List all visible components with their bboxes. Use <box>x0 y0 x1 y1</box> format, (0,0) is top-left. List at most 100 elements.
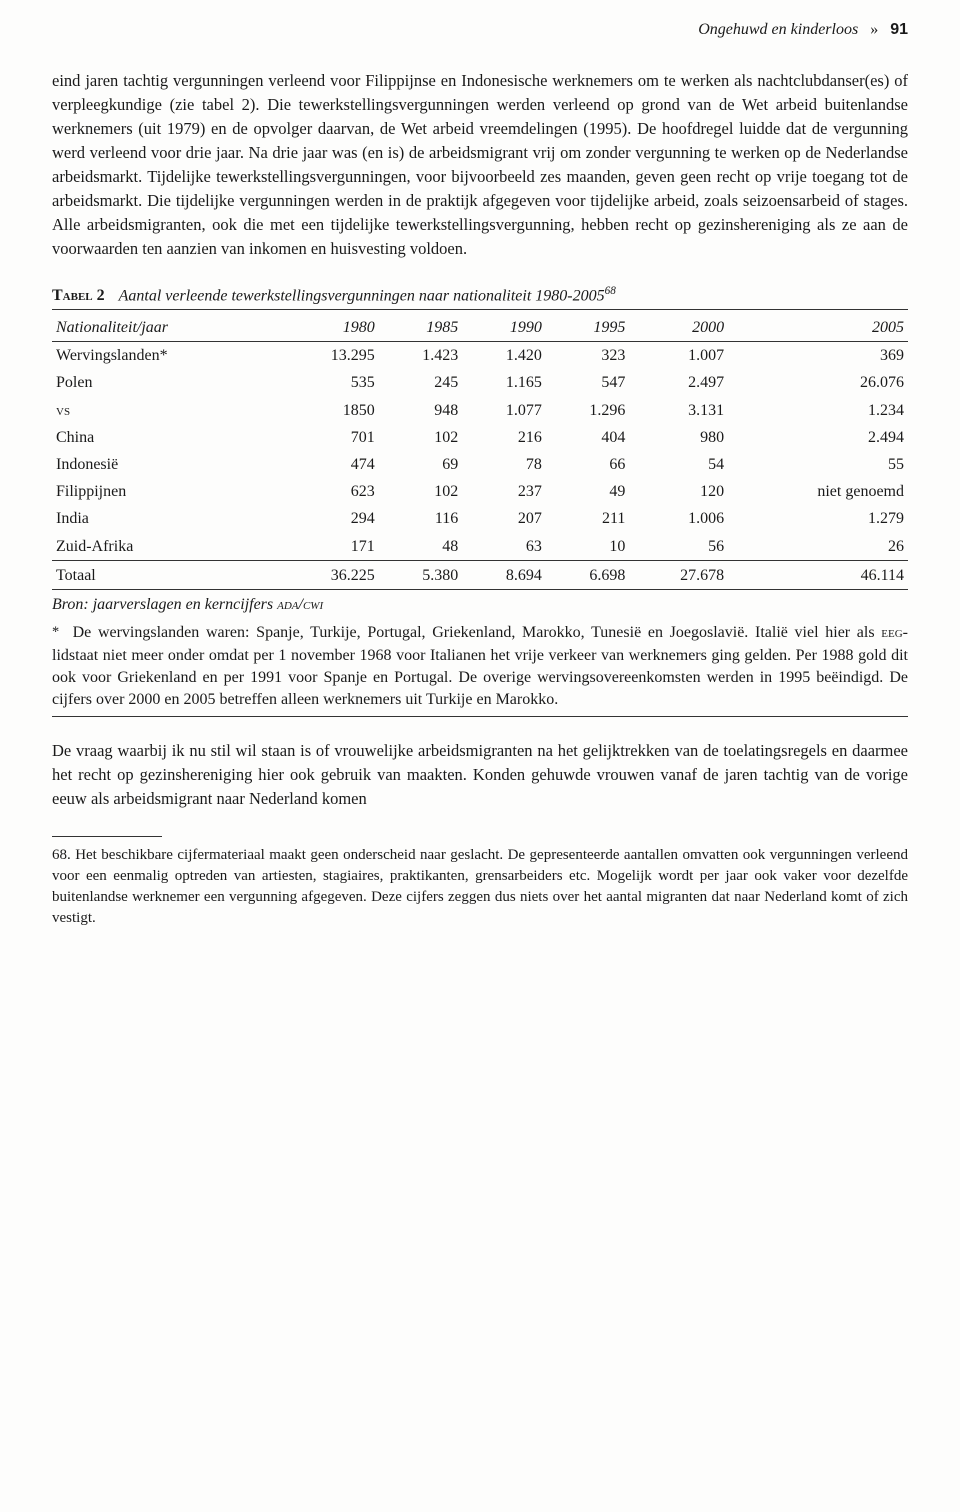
cell: 13.295 <box>280 342 379 370</box>
table-row: vs18509481.0771.2963.1311.234 <box>52 397 908 424</box>
table-header-row: Nationaliteit/jaar 1980 1985 1990 1995 2… <box>52 314 908 342</box>
cell: 207 <box>462 505 546 532</box>
footnote-number: 68. <box>52 847 71 863</box>
cell: 78 <box>462 451 546 478</box>
cell: 547 <box>546 369 630 396</box>
cell: 102 <box>379 424 463 451</box>
row-label: Filippijnen <box>52 478 280 505</box>
page-footnote: 68. Het beschikbare cijfermateriaal maak… <box>52 845 908 929</box>
cell: 237 <box>462 478 546 505</box>
source-smallcaps: ada/cwi <box>277 596 323 613</box>
table-row: Polen5352451.1655472.49726.076 <box>52 369 908 396</box>
cell: 701 <box>280 424 379 451</box>
source-text: : jaarverslagen en kerncijfers <box>83 596 277 613</box>
cell: 216 <box>462 424 546 451</box>
cell: 8.694 <box>462 560 546 589</box>
cell: 474 <box>280 451 379 478</box>
table-label: Tabel 2 <box>52 287 105 304</box>
cell: 245 <box>379 369 463 396</box>
table-row: India2941162072111.0061.279 <box>52 505 908 532</box>
table-footnote: * De wervingslanden waren: Spanje, Turki… <box>52 622 908 717</box>
running-head: Ongehuwd en kinderloos » 91 <box>52 18 908 41</box>
cell: 55 <box>728 451 908 478</box>
cell: niet genoemd <box>728 478 908 505</box>
cell: 49 <box>546 478 630 505</box>
col-header-year: 1995 <box>546 314 630 342</box>
note-smallcaps: eeg <box>881 624 902 641</box>
cell: 1.420 <box>462 342 546 370</box>
cell: 1.279 <box>728 505 908 532</box>
col-header-year: 1980 <box>280 314 379 342</box>
row-label: Totaal <box>52 560 280 589</box>
cell: 26 <box>728 533 908 561</box>
paragraph-text: eind jaren tachtig vergunningen verleend… <box>52 69 908 260</box>
table-head: Nationaliteit/jaar 1980 1985 1990 1995 2… <box>52 314 908 342</box>
cell: 294 <box>280 505 379 532</box>
cell: 1.007 <box>629 342 728 370</box>
table-body: Wervingslanden*13.2951.4231.4203231.0073… <box>52 342 908 589</box>
row-label: Polen <box>52 369 280 396</box>
cell: 1.006 <box>629 505 728 532</box>
note-marker: * <box>52 624 59 640</box>
cell: 69 <box>379 451 463 478</box>
data-table: Nationaliteit/jaar 1980 1985 1990 1995 2… <box>52 314 908 589</box>
cell: 1.165 <box>462 369 546 396</box>
row-label: Zuid-Afrika <box>52 533 280 561</box>
cell: 54 <box>629 451 728 478</box>
cell: 63 <box>462 533 546 561</box>
col-header-year: 2000 <box>629 314 728 342</box>
body-paragraph-1: eind jaren tachtig vergunningen verleend… <box>52 69 908 260</box>
cell: 3.131 <box>629 397 728 424</box>
cell: 535 <box>280 369 379 396</box>
table-caption: Tabel 2 Aantal verleende tewerkstellings… <box>52 283 908 311</box>
cell: 980 <box>629 424 728 451</box>
running-title: Ongehuwd en kinderloos <box>698 21 858 38</box>
body-paragraph-2: De vraag waarbij ik nu stil wil staan is… <box>52 739 908 811</box>
table-row: Indonesië4746978665455 <box>52 451 908 478</box>
cell: 5.380 <box>379 560 463 589</box>
table-caption-text: Aantal verleende tewerkstellingsvergunni… <box>119 287 605 304</box>
row-label: India <box>52 505 280 532</box>
cell: 2.497 <box>629 369 728 396</box>
cell: 46.114 <box>728 560 908 589</box>
row-label: vs <box>52 397 280 424</box>
cell: 1.234 <box>728 397 908 424</box>
row-label: China <box>52 424 280 451</box>
cell: 171 <box>280 533 379 561</box>
cell: 56 <box>629 533 728 561</box>
cell: 211 <box>546 505 630 532</box>
cell: 116 <box>379 505 463 532</box>
cell: 26.076 <box>728 369 908 396</box>
cell: 623 <box>280 478 379 505</box>
footnote-text: Het beschikbare cijfermateriaal maakt ge… <box>52 847 908 926</box>
table-total-row: Totaal36.2255.3808.6946.69827.67846.114 <box>52 560 908 589</box>
table-caption-sup: 68 <box>605 285 616 297</box>
note-pre: De wervingslanden waren: Spanje, Turkije… <box>73 624 882 641</box>
running-separator: » <box>870 21 878 38</box>
cell: 404 <box>546 424 630 451</box>
cell: 27.678 <box>629 560 728 589</box>
table-row: Wervingslanden*13.2951.4231.4203231.0073… <box>52 342 908 370</box>
cell: 120 <box>629 478 728 505</box>
col-header-year: 1985 <box>379 314 463 342</box>
table-row: Filippijnen62310223749120niet genoemd <box>52 478 908 505</box>
col-header-label: Nationaliteit/jaar <box>52 314 280 342</box>
source-label: Bron <box>52 596 83 613</box>
cell: 1.423 <box>379 342 463 370</box>
cell: 1.077 <box>462 397 546 424</box>
col-header-year: 2005 <box>728 314 908 342</box>
table-row: China7011022164049802.494 <box>52 424 908 451</box>
cell: 1850 <box>280 397 379 424</box>
footnote-separator <box>52 836 162 837</box>
page-number: 91 <box>890 21 908 38</box>
paragraph-text: De vraag waarbij ik nu stil wil staan is… <box>52 739 908 811</box>
cell: 10 <box>546 533 630 561</box>
cell: 102 <box>379 478 463 505</box>
cell: 48 <box>379 533 463 561</box>
cell: 36.225 <box>280 560 379 589</box>
table-source: Bron: jaarverslagen en kerncijfers ada/c… <box>52 589 908 616</box>
page: Ongehuwd en kinderloos » 91 eind jaren t… <box>0 0 960 1512</box>
cell: 948 <box>379 397 463 424</box>
cell: 6.698 <box>546 560 630 589</box>
col-header-year: 1990 <box>462 314 546 342</box>
